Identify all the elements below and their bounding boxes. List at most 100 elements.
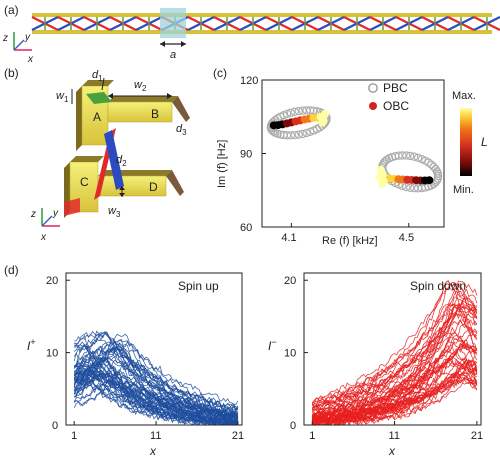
- intensity-curve: [311, 344, 477, 414]
- obc-point: [425, 176, 434, 185]
- axes-triad-b: z y x: [30, 208, 60, 243]
- intensity-curve: [73, 357, 239, 412]
- spin-down-title: Spin down: [410, 279, 466, 293]
- pbc-point: [417, 154, 426, 164]
- intensity-curve: [311, 302, 478, 405]
- ytick-label: 0: [52, 420, 58, 432]
- xtick-label: 1: [71, 430, 77, 442]
- dim-w2: w2: [134, 79, 147, 93]
- pbc-point: [294, 106, 303, 116]
- obc-point: [378, 180, 387, 189]
- lattice-rail-top: [32, 13, 492, 17]
- intensity-curve: [312, 372, 478, 421]
- plot-c-ylabel: Im (f) [Hz]: [216, 140, 228, 188]
- pbc-point: [406, 151, 415, 161]
- obc-point: [319, 116, 328, 125]
- rod-b-end: [172, 96, 190, 122]
- dim-d2: d2: [116, 154, 127, 168]
- pbc-point: [298, 129, 307, 139]
- pbc-point: [294, 130, 303, 139]
- unit-cell-highlight: [160, 8, 186, 38]
- legend-obc-marker: [369, 102, 377, 110]
- lattice-constant-label: a: [170, 49, 176, 61]
- legend-obc-label: OBC: [383, 99, 409, 113]
- panel-label-a: (a): [4, 3, 19, 17]
- plot-c-ticks: 4.1 4.5 60 90 120: [240, 75, 414, 244]
- panel-label-b: (b): [4, 66, 19, 80]
- intensity-curve: [74, 330, 239, 416]
- axis-y-label: y: [24, 32, 31, 43]
- axis-y-label-b: y: [52, 208, 59, 219]
- ytick-label: 60: [240, 222, 252, 234]
- panel-a: (a) a z y x: [2, 3, 500, 65]
- coupler-stub-red: [64, 198, 80, 216]
- rod-d-end: [166, 170, 184, 196]
- spin-up-ylabel: I+: [27, 337, 36, 353]
- dim-d1-marker: [101, 77, 105, 91]
- pbc-point: [286, 131, 295, 140]
- obc-point: [321, 109, 330, 118]
- ytick-label: 120: [240, 75, 258, 87]
- axis-x-label-b: x: [40, 232, 47, 243]
- intensity-curve: [311, 357, 478, 418]
- intensity-curve: [73, 340, 239, 405]
- coupler-d2-blue: [104, 130, 124, 190]
- intensity-curve: [311, 304, 478, 417]
- intensity-curve: [73, 366, 239, 423]
- upper-rod-pair: [76, 80, 190, 151]
- pbc-point: [429, 162, 438, 171]
- panel-b: (b) A B C D w1: [4, 66, 190, 243]
- legend-pbc-marker: [368, 83, 378, 93]
- colorbar-var-label: L: [481, 135, 488, 149]
- legend-pbc-label: PBC: [383, 81, 408, 95]
- dim-d1: d1: [92, 69, 103, 83]
- pbc-point: [302, 128, 311, 138]
- pbc-point: [433, 174, 442, 183]
- pbc-point: [431, 164, 440, 174]
- dim-w1: w1: [56, 90, 69, 104]
- colorbar-min-label: Min.: [453, 184, 474, 196]
- intensity-curve: [312, 311, 478, 406]
- intensity-curve: [74, 334, 239, 426]
- pbc-point: [290, 130, 299, 140]
- intensity-curve: [311, 329, 478, 412]
- intensity-curve: [311, 282, 478, 404]
- pbc-point: [302, 106, 311, 115]
- intensity-curve: [311, 363, 478, 427]
- intensity-curve: [311, 358, 478, 422]
- spin-up-xlabel: x: [149, 444, 157, 458]
- pbc-point: [286, 108, 295, 117]
- colorbar: Max. Min. L: [452, 90, 488, 196]
- colorbar-gradient: [460, 108, 472, 176]
- pbc-point: [282, 109, 292, 119]
- pbc-point: [306, 127, 315, 136]
- spin-down-ylabel: I−: [268, 337, 277, 353]
- panel-label-d: (d): [4, 263, 19, 277]
- coupler-d1: [86, 92, 112, 104]
- pbc-point: [290, 107, 299, 116]
- axis-x-label: x: [27, 54, 34, 65]
- intensity-curve: [311, 331, 478, 418]
- dim-w3: w3: [108, 205, 121, 219]
- intensity-curve: [74, 344, 239, 418]
- ytick-label: 10: [46, 348, 58, 360]
- spin-down-xlabel: x: [388, 444, 396, 458]
- plot-c-xlabel: Re (f) [kHz]: [322, 235, 378, 247]
- pbc-point: [410, 152, 419, 161]
- pbc-point: [413, 153, 423, 162]
- ytick-label: 0: [290, 420, 296, 432]
- spin-up-title: Spin up: [178, 279, 219, 293]
- rod-b-top: [108, 96, 178, 102]
- intensity-curve: [312, 301, 478, 410]
- ytick-label: 90: [240, 149, 252, 161]
- intensity-curve: [312, 336, 477, 419]
- spin-up-curves: [73, 330, 239, 426]
- ytick-label: 20: [284, 275, 296, 287]
- panel-c: (c) 4.1 4.5 60 90 120 Re (f) [kHz] Im (f) [H…: [213, 66, 488, 247]
- obc-series: [269, 109, 434, 189]
- rod-a-top: [82, 80, 114, 86]
